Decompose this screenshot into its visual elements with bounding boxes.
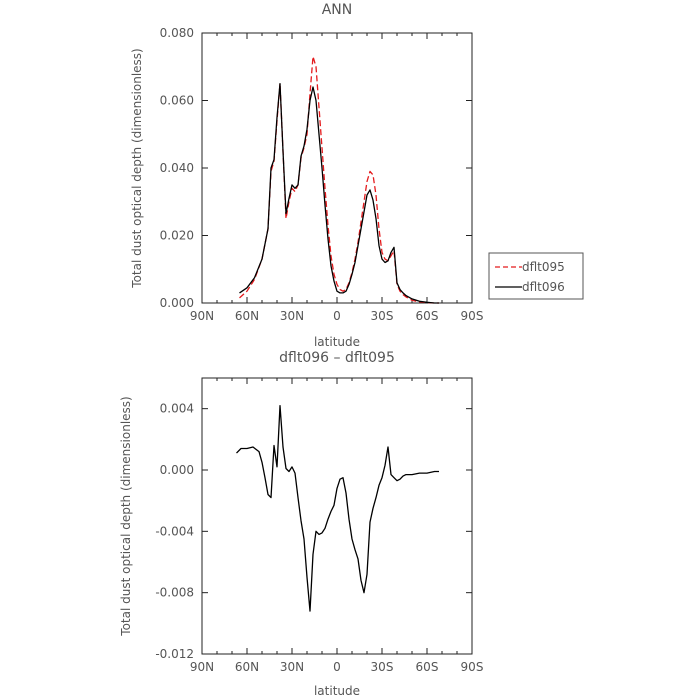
y-tick-label: 0.000 bbox=[160, 463, 194, 477]
x-tick-label: 30S bbox=[371, 660, 394, 674]
chart-top-y-tick-labels: 0.000 0.020 0.040 0.060 0.080 bbox=[160, 26, 194, 310]
legend-label-dflt095: dflt095 bbox=[522, 260, 565, 274]
x-tick-label: 30N bbox=[280, 660, 304, 674]
chart-top-x-axis-label: latitude bbox=[314, 335, 360, 349]
chart-top-ticks bbox=[201, 32, 473, 304]
y-tick-label: 0.060 bbox=[160, 94, 194, 108]
y-tick-label: 0.000 bbox=[160, 296, 194, 310]
chart-bottom-x-axis-label: latitude bbox=[314, 684, 360, 698]
x-tick-label: 90N bbox=[190, 309, 214, 323]
chart-top-x-tick-labels: 90N 60N 30N 0 30S 60S 90S bbox=[190, 309, 484, 323]
chart-bottom: dflt096 – dflt095 90N 60N 30N 0 30S 60S 90S -0… bbox=[119, 350, 483, 698]
x-tick-label: 90S bbox=[461, 660, 484, 674]
y-tick-label: -0.004 bbox=[155, 524, 194, 538]
chart-bottom-plot-frame bbox=[201, 377, 473, 655]
x-tick-label: 0 bbox=[333, 660, 341, 674]
chart-top-legend: dflt095 dflt096 bbox=[488, 252, 584, 300]
x-tick-label: 90N bbox=[190, 660, 214, 674]
x-tick-label: 60N bbox=[235, 660, 259, 674]
x-tick-label: 90S bbox=[461, 309, 484, 323]
chart-bottom-ticks bbox=[201, 378, 473, 655]
chart-top-plot-frame bbox=[201, 32, 473, 304]
chart-top-y-axis-label: Total dust optical depth (dimensionless) bbox=[130, 48, 144, 288]
chart-bottom-y-tick-labels: -0.012 -0.008 -0.004 0.000 0.004 bbox=[155, 402, 194, 661]
chart-bottom-series bbox=[236, 404, 439, 612]
legend-box bbox=[488, 252, 584, 300]
y-tick-label: -0.012 bbox=[155, 647, 194, 661]
chart-top-title: ANN bbox=[322, 2, 353, 18]
x-tick-label: 30S bbox=[371, 309, 394, 323]
x-tick-label: 0 bbox=[333, 309, 341, 323]
y-tick-label: 0.004 bbox=[160, 402, 194, 416]
series-line-dflt096 bbox=[239, 82, 439, 304]
y-tick-label: 0.020 bbox=[160, 229, 194, 243]
x-tick-label: 60S bbox=[416, 660, 439, 674]
legend-label-dflt096: dflt096 bbox=[522, 280, 565, 294]
series-line-dflt095 bbox=[239, 55, 439, 304]
x-tick-label: 30N bbox=[280, 309, 304, 323]
x-tick-label: 60S bbox=[416, 309, 439, 323]
y-tick-label: -0.008 bbox=[155, 586, 194, 600]
series-line-series-0 bbox=[236, 404, 439, 612]
x-tick-label: 60N bbox=[235, 309, 259, 323]
y-tick-label: 0.040 bbox=[160, 161, 194, 175]
y-tick-label: 0.080 bbox=[160, 26, 194, 40]
chart-bottom-title: dflt096 – dflt095 bbox=[279, 350, 395, 366]
chart-bottom-x-tick-labels: 90N 60N 30N 0 30S 60S 90S bbox=[190, 660, 484, 674]
chart-bottom-y-axis-label: Total dust optical depth (dimensionless) bbox=[119, 396, 133, 636]
chart-top: ANN 90N 60N 30N 0 30S 60S 90S 0.0000.0200.0400… bbox=[130, 2, 584, 349]
chart-top-series bbox=[239, 55, 439, 304]
